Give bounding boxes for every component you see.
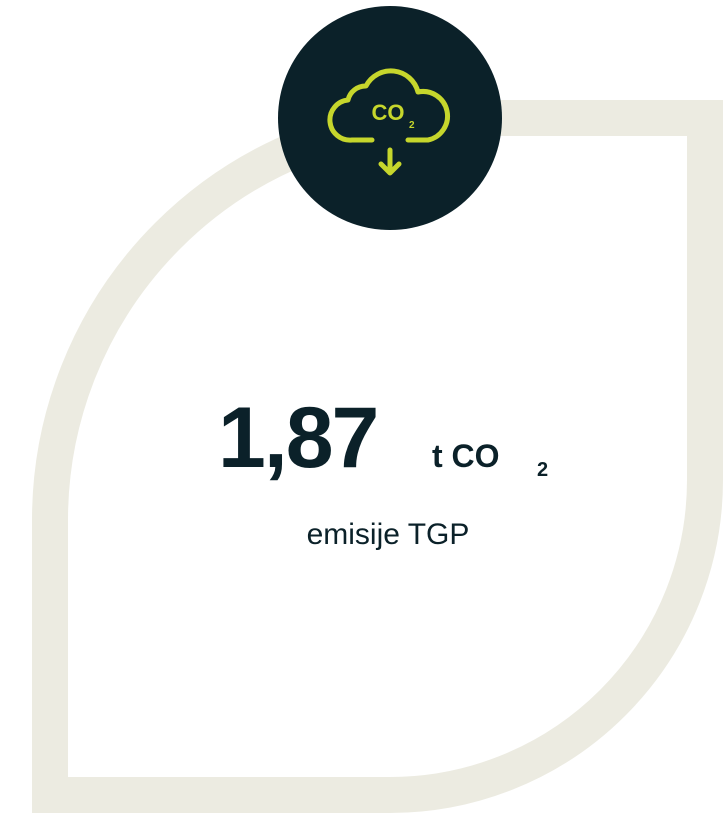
icon-subscript: 2 <box>409 120 415 131</box>
stat-value: 1,87 <box>218 390 377 486</box>
icon-label: CO <box>372 100 405 125</box>
cloud-icon <box>327 68 450 176</box>
stat-unit-subscript: 2 <box>537 459 548 481</box>
stat-caption: emisije TGP <box>307 518 470 551</box>
icon-circle <box>278 6 502 230</box>
stat-unit: t CO <box>432 438 500 474</box>
